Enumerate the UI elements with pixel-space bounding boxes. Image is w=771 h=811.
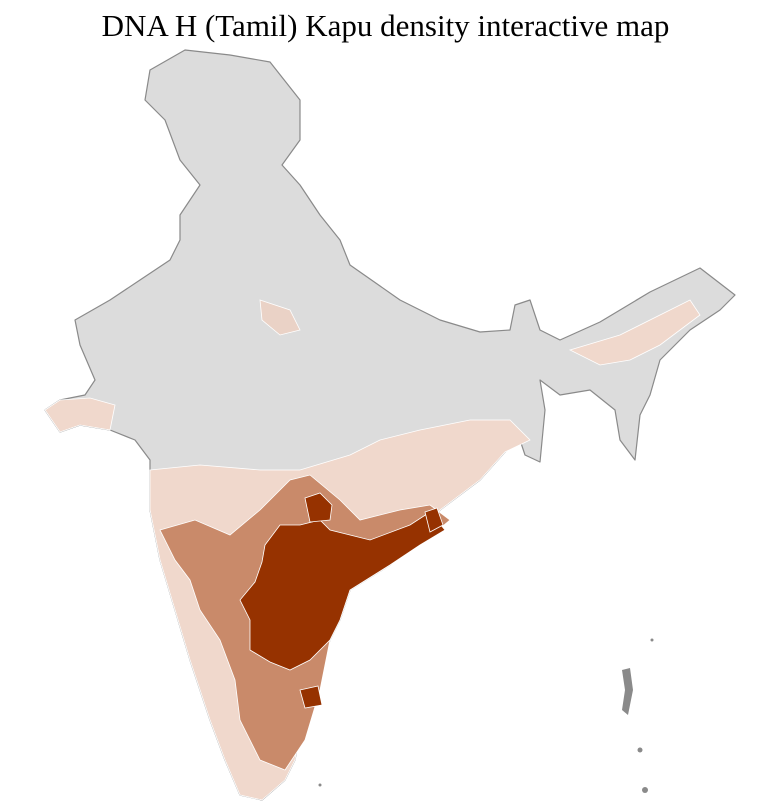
region-high-density-coast[interactable] xyxy=(424,507,444,533)
region-low-density-gujarat[interactable] xyxy=(44,397,116,433)
region-low-density-north[interactable] xyxy=(259,299,301,336)
region-high-density[interactable] xyxy=(239,511,446,671)
region-low-density-northeast[interactable] xyxy=(568,299,701,366)
andaman-nicobar-islands[interactable] xyxy=(318,638,654,794)
region-high-density-south[interactable] xyxy=(299,685,323,709)
region-high-density-north[interactable] xyxy=(304,492,333,523)
map-title: DNA H (Tamil) Kapu density interactive m… xyxy=(101,8,670,43)
